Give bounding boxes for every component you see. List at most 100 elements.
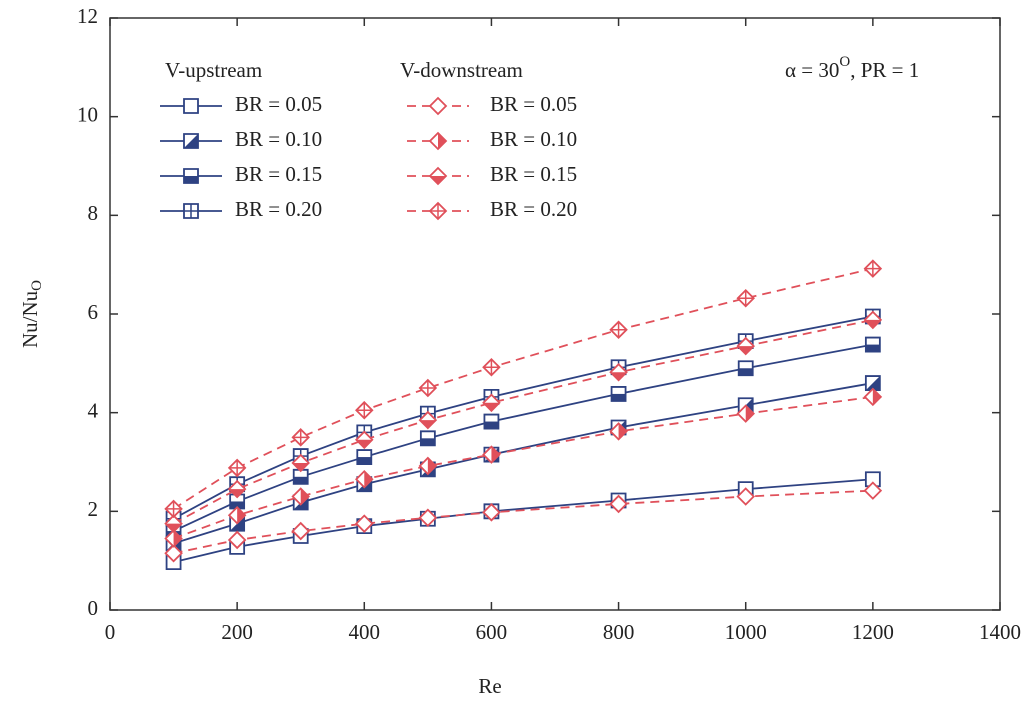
marker (482, 393, 501, 413)
legend-label: BR = 0.20 (235, 197, 322, 221)
marker-fill (184, 134, 198, 148)
marker (482, 358, 501, 377)
marker-fill (173, 530, 182, 547)
legend-label: BR = 0.20 (490, 197, 577, 221)
y-tick-label: 10 (77, 102, 98, 126)
marker (863, 387, 883, 407)
marker (164, 529, 183, 548)
marker-fill (872, 388, 881, 405)
marker-fill (611, 393, 626, 401)
marker (164, 514, 183, 533)
legend-label: BR = 0.05 (490, 92, 577, 116)
series-line (173, 478, 873, 564)
marker-fill (229, 489, 246, 498)
marker-fill (419, 420, 436, 429)
marker-fill (865, 344, 880, 352)
marker-body (291, 521, 310, 541)
marker-body (736, 487, 755, 506)
marker-body (482, 503, 501, 522)
marker (183, 168, 199, 184)
marker (864, 336, 881, 353)
marker-fill (864, 319, 881, 328)
y-axis-label: Nu/NuO (18, 280, 46, 348)
marker-fill (483, 402, 500, 411)
marker (164, 499, 183, 519)
legend-label: BR = 0.10 (490, 127, 577, 151)
marker-body (863, 481, 883, 500)
marker (863, 310, 883, 330)
legend-label: BR = 0.10 (235, 127, 322, 151)
y-label-sub: O (29, 280, 45, 291)
marker (609, 362, 628, 382)
marker (355, 514, 374, 533)
x-tick-label: 600 (476, 620, 508, 644)
marker (736, 336, 755, 356)
y-tick-label: 0 (88, 596, 99, 620)
marker (227, 506, 247, 525)
annotation-sup: O (839, 54, 850, 70)
marker-fill (300, 488, 309, 505)
marker-fill (420, 438, 435, 446)
x-tick-label: 200 (221, 620, 253, 644)
x-axis-label: Re (478, 674, 501, 698)
x-tick-label: 400 (349, 620, 381, 644)
series-line (173, 489, 873, 555)
y-label-main: Nu/Nu (18, 290, 42, 348)
legend-label: BR = 0.15 (490, 162, 577, 186)
marker (864, 471, 881, 488)
marker-fill (230, 501, 245, 509)
marker-fill (364, 471, 373, 488)
marker-fill (745, 405, 754, 422)
y-tick-label: 12 (77, 4, 98, 28)
marker-fill (292, 462, 309, 471)
marker (355, 430, 374, 450)
marker-body (227, 530, 247, 550)
marker-fill (237, 507, 246, 524)
marker (609, 320, 628, 340)
x-tick-label: 1200 (852, 620, 894, 644)
marker (863, 259, 883, 278)
marker (291, 428, 310, 447)
marker-body (164, 543, 183, 563)
marker-fill (737, 346, 754, 355)
annotation-main: α = 30 (785, 58, 839, 82)
y-tick-label: 8 (88, 201, 99, 225)
marker-fill (738, 368, 753, 376)
marker (609, 494, 628, 514)
marker (736, 288, 755, 308)
marker-fill (610, 372, 627, 381)
series-line (173, 315, 874, 520)
x-tick-label: 1000 (725, 620, 767, 644)
y-tick-label: 6 (88, 300, 99, 324)
marker-body (355, 514, 374, 533)
marker (291, 521, 310, 541)
legend-group-title: V-downstream (400, 58, 523, 82)
x-tick-label: 0 (105, 620, 116, 644)
marker-body (428, 96, 448, 116)
marker-body (609, 494, 628, 514)
series-line (173, 395, 873, 540)
y-tick-label: 2 (88, 497, 99, 521)
marker (355, 469, 374, 489)
marker-body (864, 471, 881, 488)
marker (227, 530, 247, 550)
marker-fill (430, 176, 446, 184)
marker (227, 458, 247, 478)
annotation: α = 30O, PR = 1 (785, 54, 919, 81)
marker-fill (293, 476, 308, 484)
marker (419, 430, 436, 447)
marker-fill (438, 133, 446, 149)
x-tick-label: 1400 (979, 620, 1021, 644)
marker-body (183, 98, 199, 114)
marker (864, 375, 881, 391)
x-tick-label: 800 (603, 620, 635, 644)
marker (736, 487, 755, 506)
marker-body (418, 508, 438, 528)
legend-group-title: V-upstream (165, 58, 262, 82)
marker (164, 543, 183, 563)
marker (291, 487, 310, 506)
marker (609, 422, 628, 441)
series-line (173, 382, 874, 545)
